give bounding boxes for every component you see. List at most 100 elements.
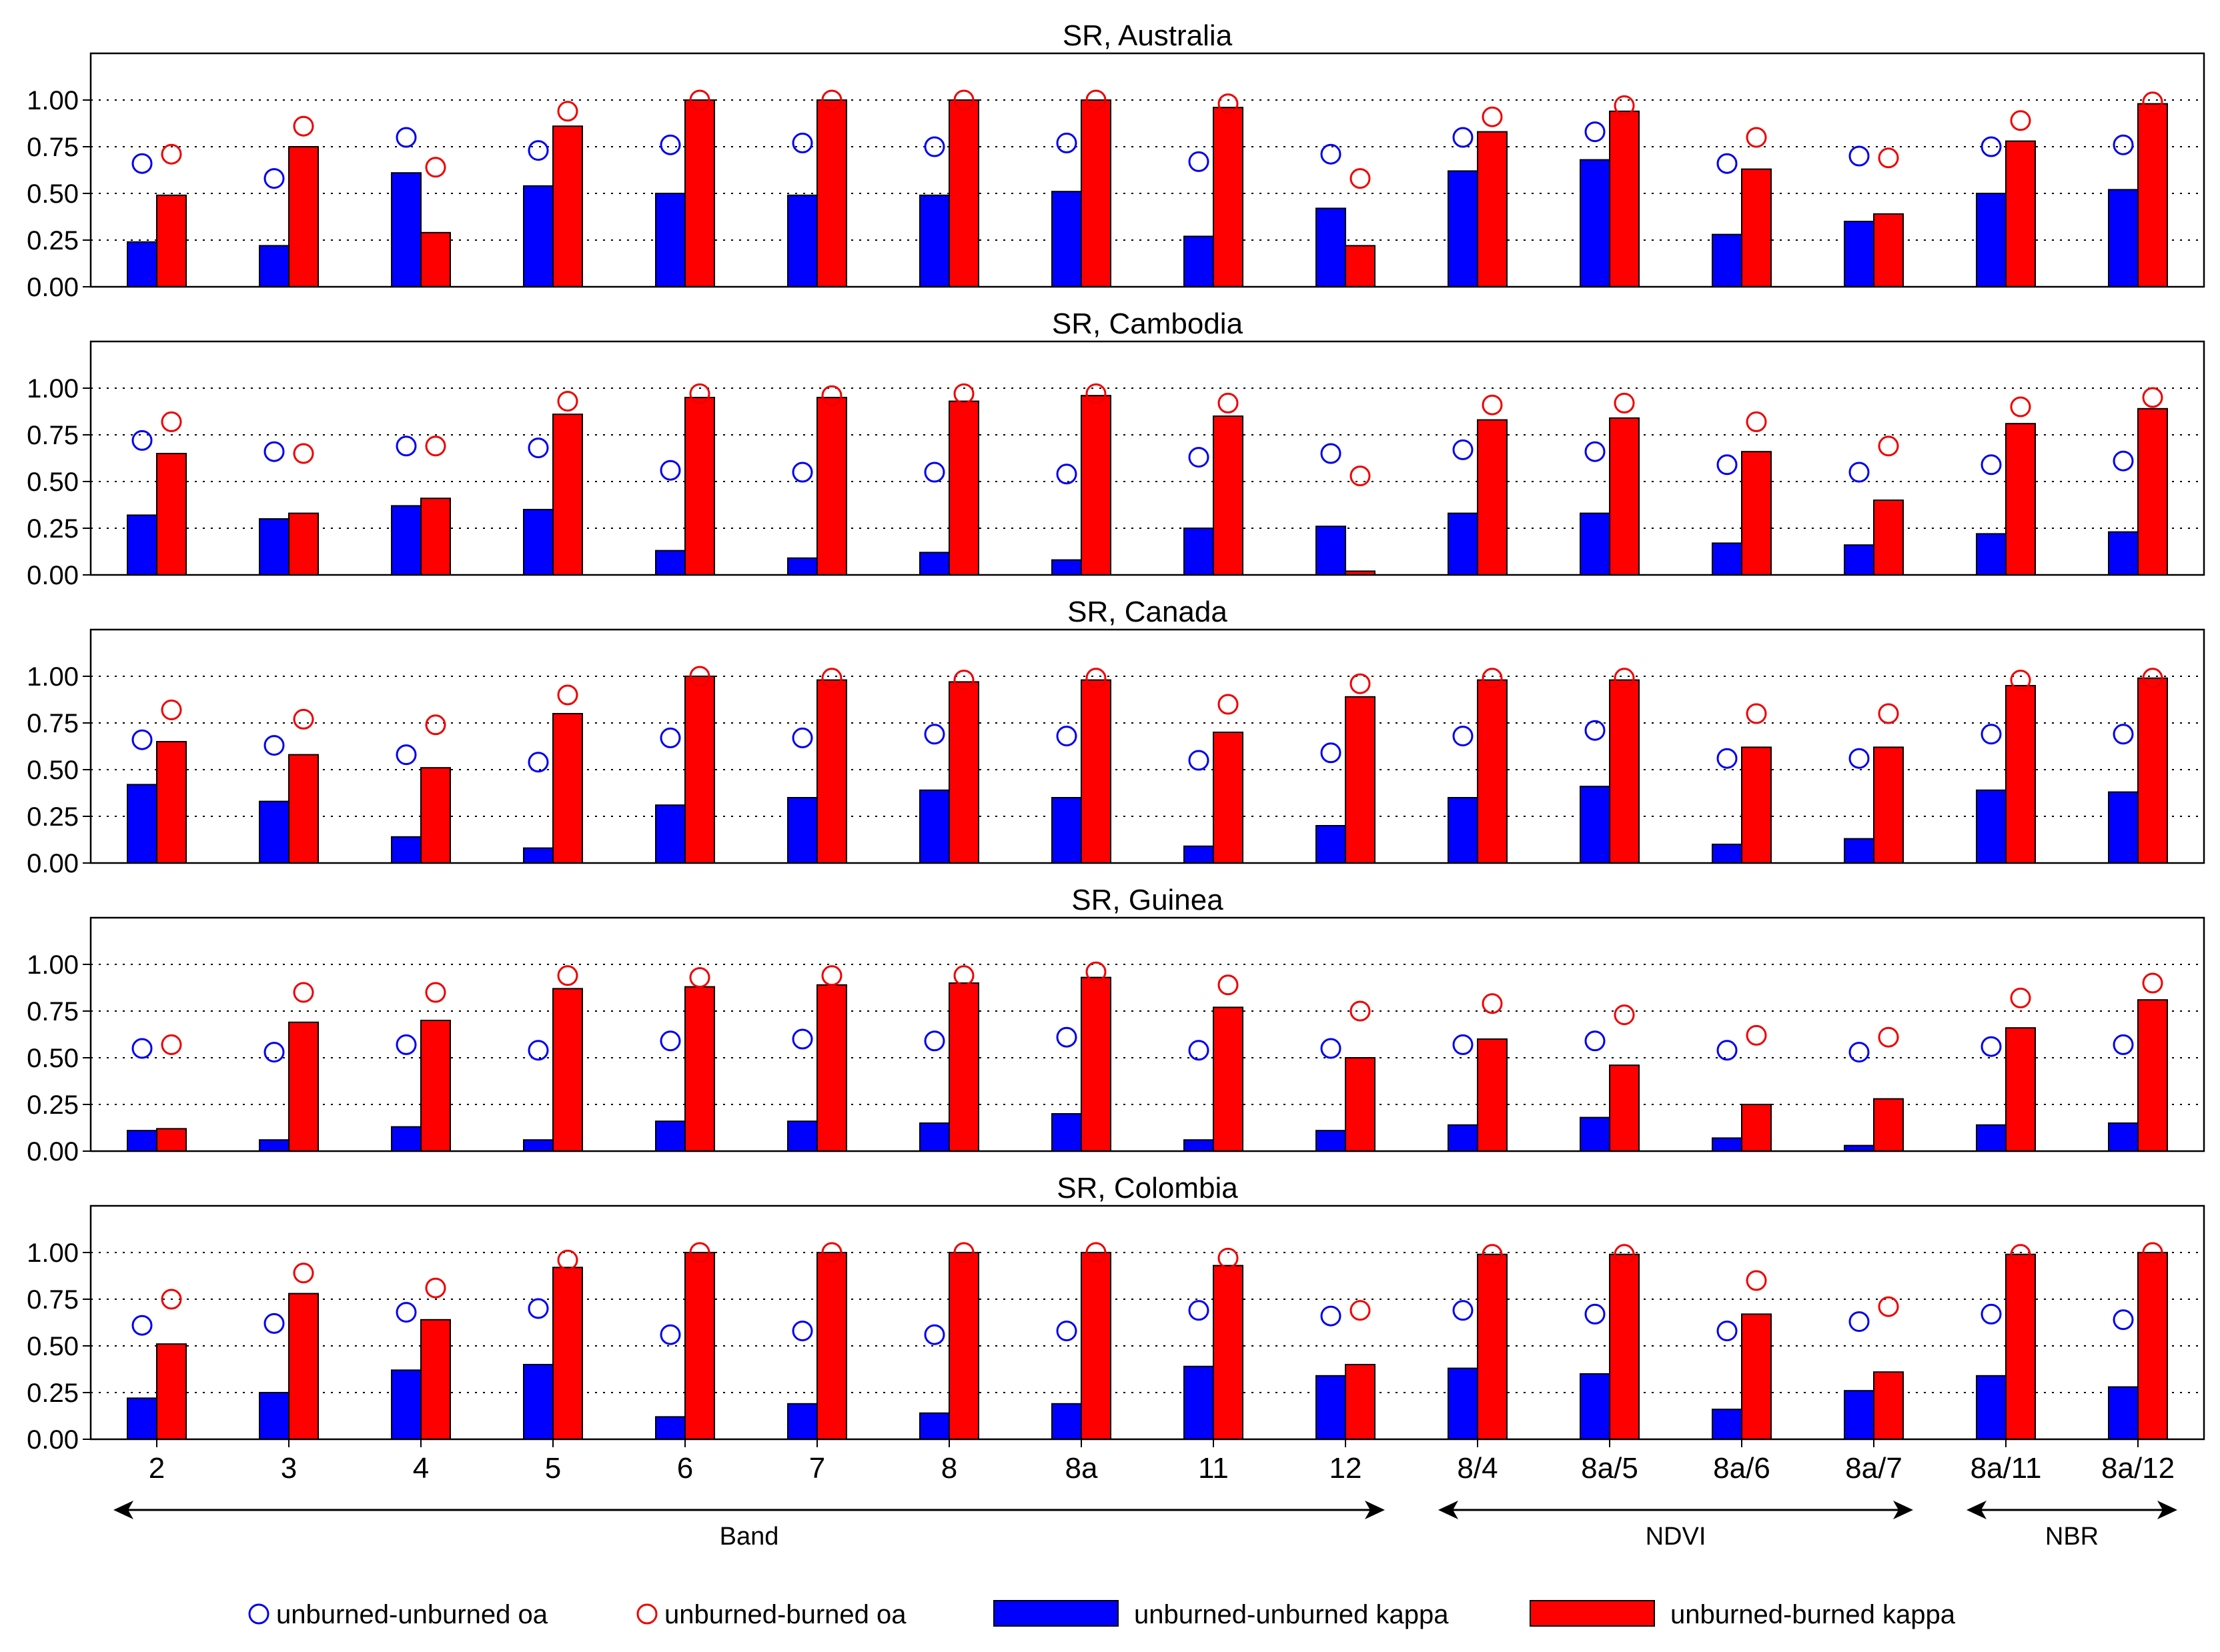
point-uu-oa-5 [528,140,549,161]
bar-uu-kappa-8a [1051,1113,1082,1152]
point-ub-oa-8a/7 [1878,703,1899,724]
bar-ub-kappa-12 [1345,245,1375,287]
bar-uu-kappa-3 [259,518,290,576]
bar-uu-kappa-6 [655,804,686,864]
bar-uu-kappa-12 [1315,526,1346,576]
point-ub-oa-2 [161,143,182,165]
y-tick-label: 0.00 [27,1137,79,1166]
point-ub-oa-3 [293,982,314,1003]
bar-uu-kappa-8a/5 [1580,512,1610,576]
point-ub-oa-2 [161,699,182,720]
point-ub-oa-4 [425,157,446,178]
bar-ub-kappa-8 [949,982,979,1152]
x-tick-label: 8a/6 [1713,1452,1770,1485]
bar-uu-kappa-5 [523,1139,554,1152]
point-uu-oa-4 [396,436,417,457]
group-ndvi: NDVI [1438,1501,1913,1551]
point-uu-oa-8a/5 [1584,1030,1606,1052]
y-tick-label: 0.25 [27,226,79,255]
bar-ub-kappa-5 [552,988,583,1152]
panel-1: SR, Australia 0.00 0.25 0.50 0.75 1.00 [27,19,2205,302]
group-arrow-right-head [1365,1501,1385,1519]
point-uu-oa-5 [528,1298,549,1319]
point-uu-oa-8a/5 [1584,720,1606,741]
bar-uu-kappa-6 [655,193,686,287]
bar-uu-kappa-4 [391,1126,422,1152]
x-tick-label: 7 [809,1452,825,1485]
bar-uu-kappa-8a [1051,797,1082,864]
y-tick-label: 0.75 [27,709,79,738]
bar-ub-kappa-8/4 [1477,1253,1508,1441]
bar-uu-kappa-8/4 [1448,512,1478,576]
point-uu-oa-2 [131,153,153,174]
bar-ub-kappa-11 [1213,107,1243,287]
x-tick-label: 6 [677,1452,693,1485]
bar-uu-kappa-11 [1183,1139,1214,1152]
y-tick-label: 0.00 [27,1425,79,1455]
point-uu-oa-11 [1188,447,1209,468]
point-uu-oa-8a [1056,1321,1077,1342]
point-uu-oa-3 [263,735,285,756]
bar-ub-kappa-8a/12 [2137,677,2168,864]
y-tick-label: 0.25 [27,802,79,832]
point-uu-oa-4 [396,1034,417,1055]
point-uu-oa-8a/5 [1584,121,1606,143]
y-tick-label: 1.00 [27,662,79,692]
bar-uu-kappa-6 [655,550,686,576]
bar-ub-kappa-6 [684,397,715,576]
point-uu-oa-8/4 [1452,439,1474,460]
panel-3: SR, Canada 0.00 0.25 0.50 0.75 1.00 [27,596,2205,878]
bar-uu-kappa-12 [1315,825,1346,864]
point-uu-oa-8a/7 [1848,1042,1870,1063]
y-tick-label: 0.50 [27,179,79,209]
bar-ub-kappa-8 [949,99,979,287]
point-uu-oa-7 [792,727,813,748]
bar-uu-kappa-4 [391,836,422,864]
bar-ub-kappa-8a/12 [2137,999,2168,1152]
x-tick-label: 8a/5 [1581,1452,1638,1485]
bar-uu-kappa-7 [787,1403,818,1441]
bar-ub-kappa-8a/12 [2137,1252,2168,1440]
bar-ub-kappa-8a [1081,976,1111,1152]
point-uu-oa-8a/6 [1716,454,1738,476]
point-uu-oa-2 [131,729,153,750]
bar-ub-kappa-8a [1081,99,1111,287]
bar-uu-kappa-7 [787,797,818,864]
bar-ub-kappa-4 [420,498,451,576]
bar-ub-kappa-8a/11 [2005,685,2036,864]
bar-ub-kappa-8a/5 [1609,679,1640,864]
bar-ub-kappa-8a/7 [1873,1371,1904,1440]
bar-uu-kappa-2 [127,1130,157,1152]
point-uu-oa-8a/12 [2113,134,2134,155]
point-ub-oa-8a/5 [1614,1244,1635,1265]
bar-uu-kappa-8/4 [1448,1367,1478,1441]
point-ub-oa-12 [1349,673,1371,694]
bar-uu-kappa-8a/11 [1976,789,2007,864]
bar-ub-kappa-11 [1213,732,1243,864]
x-tick-label: 12 [1329,1452,1362,1485]
bar-uu-kappa-8a/6 [1712,844,1742,864]
point-ub-oa-8a/7 [1878,436,1899,457]
point-ub-oa-4 [425,1277,446,1299]
point-uu-oa-8/4 [1452,127,1474,148]
bar-uu-kappa-8 [919,194,950,287]
point-ub-oa-8 [953,670,975,691]
group-label: Band [720,1523,779,1551]
point-ub-oa-8a/12 [2142,668,2163,689]
point-uu-oa-6 [660,134,681,155]
point-ub-oa-7 [821,965,843,986]
bar-uu-kappa-8a [1051,191,1082,288]
bar-ub-kappa-7 [816,679,847,864]
bar-ub-kappa-8a/6 [1741,451,1772,576]
bar-uu-kappa-12 [1315,1130,1346,1152]
y-tick-label: 1.00 [27,950,79,980]
bar-ub-kappa-7 [816,397,847,576]
group-label: NDVI [1646,1523,1706,1551]
bar-ub-kappa-6 [684,986,715,1152]
bar-uu-kappa-8a [1051,1403,1082,1441]
point-ub-oa-8a/11 [2010,987,2031,1008]
point-ub-oa-8 [953,1242,975,1263]
point-uu-oa-8a/11 [1981,1036,2002,1057]
panel-title: SR, Australia [1063,19,1233,52]
